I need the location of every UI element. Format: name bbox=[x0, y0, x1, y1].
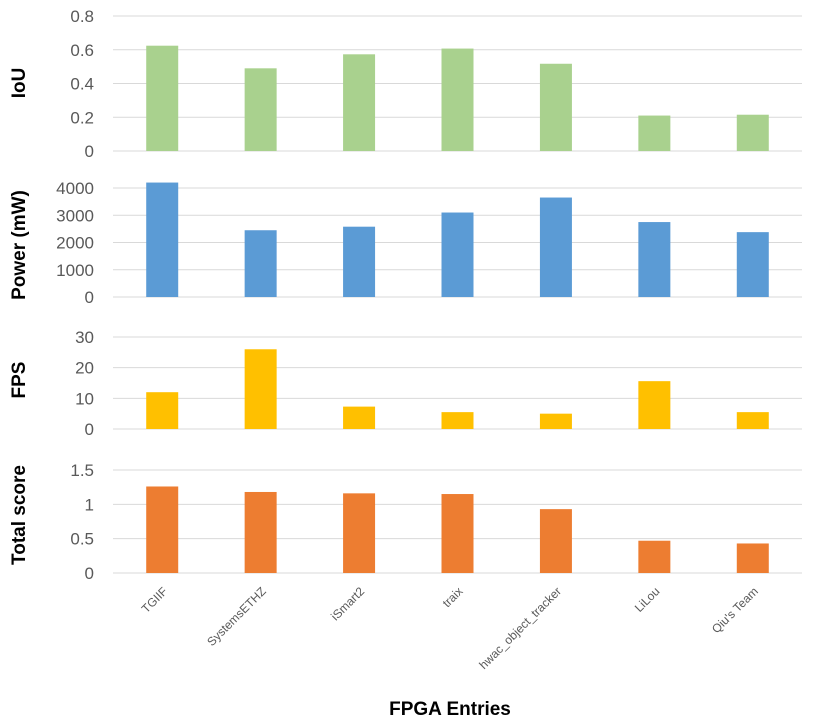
y-tick-label: 0.8 bbox=[70, 7, 94, 26]
x-category-label: SystemsETHZ bbox=[204, 584, 269, 649]
y-tick-label: 10 bbox=[75, 389, 94, 408]
bar-traix bbox=[441, 48, 474, 151]
x-category-label: Qiu's Team bbox=[709, 584, 761, 636]
bar-systemsethz bbox=[244, 349, 277, 429]
y-tick-label: 1 bbox=[85, 495, 94, 514]
bar-tgiif bbox=[146, 486, 179, 573]
panel-2: 0 10 20 30 FPS bbox=[9, 328, 802, 439]
x-category-label: traix bbox=[440, 584, 466, 610]
y-tick-label: 20 bbox=[75, 359, 94, 378]
y-axis-title: Power (mW) bbox=[9, 190, 30, 300]
bar-hwac-object-tracker bbox=[539, 63, 572, 151]
bar-traix bbox=[441, 212, 474, 297]
bar-traix bbox=[441, 494, 474, 573]
bar-hwac-object-tracker bbox=[539, 509, 572, 573]
bar-tgiif bbox=[146, 392, 179, 429]
x-axis-title: FPGA Entries bbox=[389, 699, 511, 720]
y-tick-label: 0 bbox=[85, 288, 94, 307]
bar-ismart2 bbox=[343, 493, 376, 573]
bar-systemsethz bbox=[244, 491, 277, 573]
bar-ismart2 bbox=[343, 54, 376, 151]
bar-systemsethz bbox=[244, 230, 277, 297]
x-category-label: TGIIF bbox=[139, 584, 171, 616]
bar-hwac-object-tracker bbox=[539, 197, 572, 297]
bar-hwac-object-tracker bbox=[539, 413, 572, 429]
x-category-label: hwac_object_tracker bbox=[476, 584, 564, 672]
bar-lilou bbox=[638, 540, 671, 573]
bar-lilou bbox=[638, 222, 671, 297]
bar-qiu-s-team bbox=[736, 412, 769, 429]
bar-systemsethz bbox=[244, 68, 277, 151]
panel-1: 0 1000 2000 3000 4000 Power (mW) bbox=[9, 179, 802, 307]
y-tick-label: 0.4 bbox=[70, 75, 94, 94]
y-tick-label: 0.2 bbox=[70, 108, 94, 127]
bar-qiu-s-team bbox=[736, 114, 769, 151]
bar-ismart2 bbox=[343, 226, 376, 297]
y-tick-label: 0 bbox=[85, 564, 94, 583]
bar-tgiif bbox=[146, 182, 179, 297]
y-tick-label: 4000 bbox=[56, 179, 94, 198]
x-category-label: iSmart2 bbox=[328, 584, 367, 623]
panel-3: 0 0.5 1 1.5 Total score bbox=[9, 461, 802, 583]
y-axis-title: Total score bbox=[9, 465, 30, 565]
bar-ismart2 bbox=[343, 406, 376, 429]
bar-lilou bbox=[638, 381, 671, 429]
bar-lilou bbox=[638, 115, 671, 151]
bar-traix bbox=[441, 412, 474, 429]
y-axis-title: FPS bbox=[9, 362, 30, 399]
bar-qiu-s-team bbox=[736, 543, 769, 573]
bar-tgiif bbox=[146, 45, 179, 152]
y-tick-label: 3000 bbox=[56, 206, 94, 225]
y-tick-label: 1.5 bbox=[70, 461, 94, 480]
panel-0: 0 0.2 0.4 0.6 0.8 IoU bbox=[9, 7, 802, 161]
bar-qiu-s-team bbox=[736, 232, 769, 297]
x-category-label: LiLou bbox=[632, 584, 663, 615]
y-tick-label: 0 bbox=[85, 142, 94, 161]
y-tick-label: 30 bbox=[75, 328, 94, 347]
y-axis-title: IoU bbox=[9, 68, 30, 99]
y-tick-label: 0.6 bbox=[70, 41, 94, 60]
y-tick-label: 0 bbox=[85, 420, 94, 439]
y-tick-label: 0.5 bbox=[70, 530, 94, 549]
y-tick-label: 2000 bbox=[56, 234, 94, 253]
y-tick-label: 1000 bbox=[56, 261, 94, 280]
